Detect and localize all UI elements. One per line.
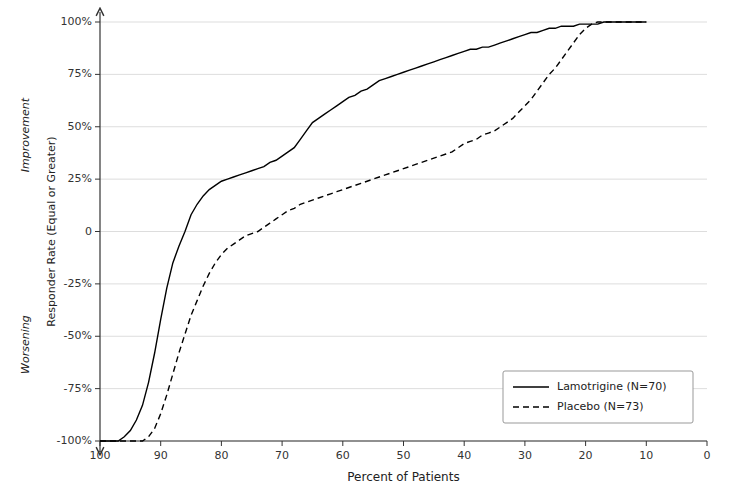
grid-line [100,336,707,337]
x-tick [282,441,283,446]
x-tick [160,441,161,446]
x-tick [707,441,708,446]
y-tick-label: -75% [64,382,92,395]
x-tick-label: 30 [518,449,532,462]
axes: -100%-75%-50%-25%025%50%75%100%100908070… [57,12,711,462]
y-tick-label: -25% [64,277,92,290]
y-tick-label: 25% [68,172,92,185]
x-tick-label: 90 [154,449,168,462]
x-axis-line [100,441,707,442]
y-tick [95,283,100,284]
chart: -100%-75%-50%-25%025%50%75%100%100908070… [0,0,731,493]
y-tick-label: 100% [61,15,92,28]
grid-line [100,126,707,127]
y-tick-label: -50% [64,329,92,342]
x-tick-label: 0 [704,449,711,462]
annotation: Worsening [19,315,32,374]
x-tick [464,441,465,446]
x-tick-label: 40 [457,449,471,462]
legend-label: Placebo (N=73) [557,400,643,413]
y-tick [95,74,100,75]
x-axis-label: Percent of Patients [347,470,459,484]
grid-line [100,441,707,442]
x-tick-label: 50 [397,449,411,462]
x-tick-label: 10 [639,449,653,462]
y-tick-label: 0 [85,225,92,238]
x-tick [585,441,586,446]
x-tick [221,441,222,446]
y-tick [95,22,100,23]
y-axis-line [99,12,100,451]
legend-swatch [513,406,549,407]
annotation: Improvement [19,97,32,172]
x-tick-label: 70 [275,449,289,462]
x-tick-label: 60 [336,449,350,462]
x-tick [646,441,647,446]
legend-label: Lamotrigine (N=70) [557,380,667,393]
y-tick-label: -100% [57,434,92,447]
y-tick-label: 50% [68,120,92,133]
legend-swatch [513,386,549,387]
x-tick-label: 20 [579,449,593,462]
y-tick [95,126,100,127]
grid-line [100,179,707,180]
grid-line [100,283,707,284]
y-tick [95,441,100,442]
y-tick [95,336,100,337]
y-tick [95,231,100,232]
x-tick [524,441,525,446]
y-axis-label: Responder Rate (Equal or Greater) [45,136,58,326]
y-tick-label: 75% [68,67,92,80]
y-tick [95,179,100,180]
x-tick-label: 80 [214,449,228,462]
grid-line [100,74,707,75]
legend-box [503,371,693,423]
x-tick [403,441,404,446]
x-tick [342,441,343,446]
grid [100,22,707,441]
y-tick [95,388,100,389]
legend: Lamotrigine (N=70) Placebo (N=73) [503,371,693,423]
grid-line [100,231,707,232]
